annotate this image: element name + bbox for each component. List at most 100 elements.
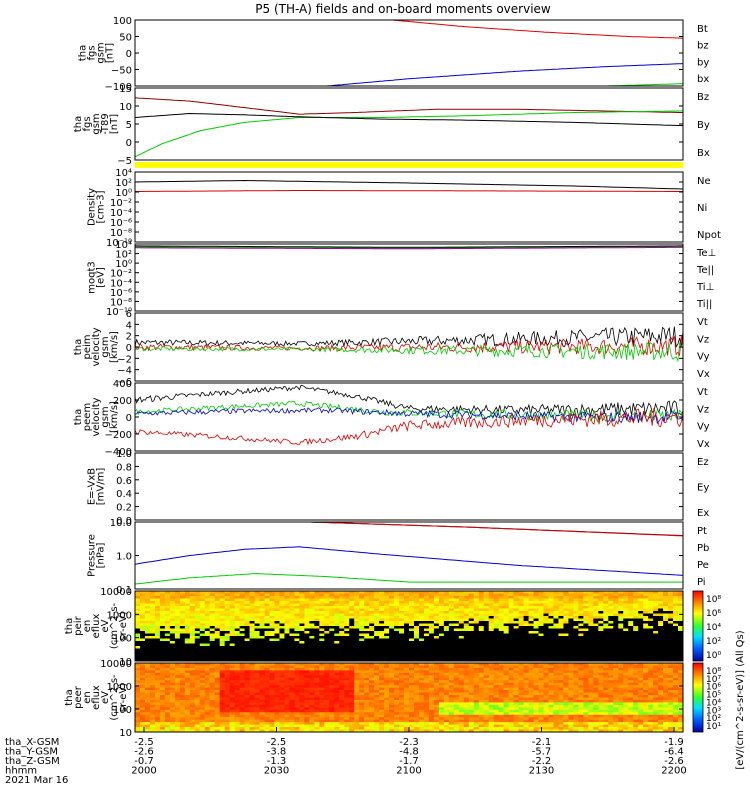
heatmap-cell xyxy=(583,591,589,595)
heatmap-cell xyxy=(423,596,430,600)
heatmap-cell xyxy=(648,692,654,696)
heatmap-cell xyxy=(259,677,266,681)
heatmap-cell xyxy=(428,593,435,597)
heatmap-cell xyxy=(618,677,624,681)
heatmap-cell xyxy=(413,593,420,597)
heatmap-cell xyxy=(344,626,350,630)
heatmap-cell xyxy=(344,593,350,597)
heatmap-cell xyxy=(135,651,141,655)
heatmap-cell xyxy=(194,646,201,650)
heatmap-cell xyxy=(503,692,510,696)
heatmap-cell xyxy=(573,608,579,612)
heatmap-cell xyxy=(513,685,520,689)
heatmap-cell xyxy=(309,633,315,637)
heatmap-cell xyxy=(259,596,266,600)
heatmap-cell xyxy=(364,618,370,622)
heatmap-cell xyxy=(673,665,679,669)
heatmap-cell xyxy=(294,621,300,625)
heatmap-cell xyxy=(339,658,345,661)
heatmap-cell xyxy=(289,695,296,699)
heatmap-cell xyxy=(588,603,594,607)
heatmap-cell xyxy=(493,626,500,630)
heatmap-cell xyxy=(558,623,565,627)
heatmap-cell xyxy=(553,633,560,637)
heatmap-cell xyxy=(274,603,281,607)
heatmap-cell xyxy=(453,680,460,684)
heatmap-cell xyxy=(294,677,300,681)
heatmap-cell xyxy=(598,670,604,674)
heatmap-cell xyxy=(135,623,141,627)
heatmap-cell xyxy=(234,646,241,650)
heatmap-cell xyxy=(369,616,375,620)
heatmap-cell xyxy=(598,643,604,647)
heatmap-cell xyxy=(264,621,271,625)
heatmap-cell xyxy=(668,633,674,637)
heatmap-cell xyxy=(578,618,584,622)
heatmap-cell xyxy=(593,611,599,615)
heatmap-cell xyxy=(443,695,450,699)
heatmap-cell xyxy=(334,648,340,652)
heatmap-cell xyxy=(468,648,475,652)
heatmap-cell xyxy=(463,593,470,597)
heatmap-cell xyxy=(229,601,236,605)
heatmap-cell xyxy=(284,690,291,694)
heatmap-cell xyxy=(593,665,599,669)
heatmap-cell xyxy=(508,695,515,699)
heatmap-cell xyxy=(503,651,510,655)
heatmap-cell xyxy=(209,656,216,660)
heatmap-cell xyxy=(314,651,320,655)
heatmap-cell xyxy=(418,651,425,655)
heatmap-cell xyxy=(179,596,186,600)
heatmap-cell xyxy=(658,685,664,689)
heatmap-cell xyxy=(588,596,594,600)
heatmap-cell xyxy=(528,603,535,607)
heatmap-cell xyxy=(279,653,286,657)
heatmap-cell xyxy=(159,663,166,667)
heatmap-cell xyxy=(593,628,599,632)
heatmap-cell xyxy=(598,677,604,681)
heatmap-cell xyxy=(458,606,465,610)
y-tick-label: 0.8 xyxy=(116,462,132,473)
heatmap-cell xyxy=(219,687,226,691)
heatmap-cell xyxy=(643,616,649,620)
heatmap-cell xyxy=(448,618,455,622)
heatmap-cell xyxy=(468,646,475,650)
heatmap-cell xyxy=(533,611,540,615)
y-tick-label: 0.2 xyxy=(116,503,132,514)
heatmap-cell xyxy=(254,608,261,612)
heatmap-cell xyxy=(668,636,674,640)
y-tick-label: −200 xyxy=(105,430,132,441)
heatmap-cell xyxy=(274,672,281,676)
heatmap-cell xyxy=(139,695,146,699)
heatmap-cell xyxy=(169,699,176,704)
heatmap-cell xyxy=(164,690,171,694)
heatmap-cell xyxy=(229,641,236,645)
heatmap-cell xyxy=(194,695,201,699)
heatmap-cell xyxy=(224,692,231,696)
heatmap-cell xyxy=(394,616,400,620)
heatmap-cell xyxy=(369,641,375,645)
heatmap-cell xyxy=(438,636,445,640)
heatmap-cell xyxy=(458,608,465,612)
heatmap-cell xyxy=(443,606,450,610)
heatmap-cell xyxy=(214,611,221,615)
heatmap-cell xyxy=(184,611,191,615)
heatmap-cell xyxy=(274,641,281,645)
heatmap-cell xyxy=(558,680,565,684)
heatmap-cell xyxy=(219,598,226,602)
heatmap-cell xyxy=(354,631,360,635)
heatmap-cell xyxy=(513,623,520,627)
heatmap-cell xyxy=(334,598,340,602)
heatmap-cell xyxy=(583,682,589,686)
heatmap-cell xyxy=(503,593,510,597)
heatmap-cell xyxy=(399,593,405,597)
heatmap-cell xyxy=(294,646,300,650)
heatmap-cell xyxy=(379,690,385,694)
heatmap-cell xyxy=(204,672,211,676)
heatmap-cell xyxy=(149,653,156,657)
heatmap-cell xyxy=(254,643,261,647)
heatmap-cell xyxy=(274,618,281,622)
heatmap-cell xyxy=(384,675,390,679)
heatmap-cell xyxy=(164,697,171,701)
heatmap-cell xyxy=(379,618,385,622)
